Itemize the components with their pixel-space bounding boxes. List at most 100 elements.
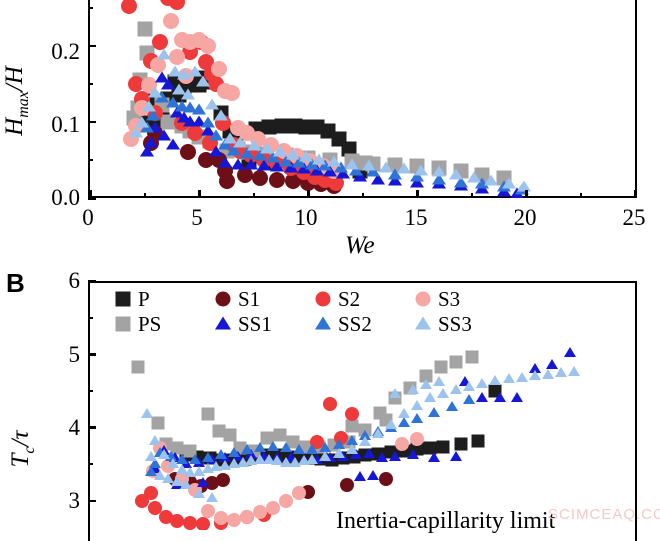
data-point-S3 (223, 84, 240, 101)
data-point-SS2 (318, 159, 333, 171)
data-point-SS3 (227, 458, 240, 469)
data-point-SS2 (332, 439, 345, 450)
data-point-SS3 (135, 116, 150, 128)
data-point-SS3 (449, 168, 464, 180)
data-point-SS3 (285, 148, 300, 160)
data-point-SS2 (239, 147, 254, 159)
data-point-SS1 (388, 174, 403, 186)
legend-symbol-SS2 (312, 312, 338, 337)
data-point-SS3 (162, 472, 175, 483)
data-point-SS2 (453, 176, 468, 188)
panel-b-letter: B (6, 268, 25, 298)
data-point-SS3 (419, 379, 432, 390)
data-point-SS3 (450, 383, 463, 394)
data-point-SS3 (175, 464, 188, 475)
data-point-S3 (162, 13, 179, 30)
panel-b: B 6 5 4 3 Tc/τ P S1 S2 S3 PS SS1 SS2 SS3 Inerti… (0, 265, 660, 541)
panel-a-ytick-minor (88, 82, 93, 85)
legend-marker-triangle-icon (415, 316, 431, 330)
data-point-S2 (144, 486, 159, 501)
panel-b-ytick-minor (88, 463, 93, 466)
data-point-S1 (340, 477, 355, 492)
panel-b-frame (88, 281, 637, 541)
data-point-SS3 (233, 136, 248, 148)
data-point-SS2 (358, 430, 371, 441)
data-point-SS3 (332, 448, 345, 458)
legend-marker-circle-icon (215, 291, 231, 307)
panel-b-ytick-mark (88, 353, 96, 356)
data-point-SS2 (397, 417, 410, 428)
data-point-SS1 (546, 358, 559, 369)
data-point-SS2 (209, 129, 224, 141)
data-point-SS3 (193, 465, 205, 476)
data-point-SS3 (172, 83, 187, 95)
data-point-SS1 (144, 136, 159, 148)
data-point-SS2 (201, 452, 214, 463)
data-point-SS1 (354, 471, 367, 482)
data-point-SS3 (181, 88, 196, 100)
data-point-S3 (292, 486, 307, 501)
panel-a-xtick-minor (361, 193, 364, 198)
data-point-SS1 (139, 145, 154, 157)
data-point-SS2 (145, 465, 158, 476)
panel-a-xtick-4: 20 (513, 205, 537, 230)
data-point-SS3 (476, 377, 489, 388)
legend-symbol-SS1 (212, 312, 238, 337)
panel-a-x-axis-title: We (345, 232, 375, 259)
data-point-SS2 (226, 144, 241, 156)
data-point-S2 (159, 509, 174, 524)
data-point-S3 (279, 493, 294, 508)
data-point-SS1 (349, 449, 362, 460)
data-point-SS1 (322, 165, 337, 177)
data-point-SS3 (379, 161, 394, 173)
legend-symbol-S3 (412, 287, 438, 312)
data-point-S1 (236, 167, 253, 184)
data-point-SS3 (432, 376, 445, 387)
data-point-SS3 (389, 387, 402, 398)
data-point-SS2 (333, 161, 348, 173)
data-point-SS2 (292, 156, 307, 168)
data-point-S1 (252, 170, 269, 187)
data-point-S1 (269, 171, 286, 188)
legend-marker-triangle-icon (315, 316, 331, 330)
data-point-SS1 (245, 449, 258, 460)
data-point-S3 (253, 505, 268, 520)
data-point-SS2 (165, 96, 180, 108)
data-point-PS (273, 428, 287, 442)
data-point-SS1 (209, 145, 224, 157)
data-point-SS2 (164, 450, 177, 461)
data-point-SS3 (288, 456, 301, 467)
data-point-P (436, 440, 450, 453)
panel-b-ytick-mark (88, 426, 96, 429)
panel-b-ytick-mark (88, 280, 96, 283)
panel-a-y-axis-title-sub: max (15, 91, 32, 118)
data-point-SS3 (187, 65, 202, 77)
panel-a-plot-area (90, 0, 635, 198)
panel-a-ytick-0: 0.0 (51, 185, 80, 210)
legend-symbol-S2 (312, 287, 338, 312)
data-point-S3 (210, 60, 227, 77)
legend-marker-square-icon (115, 316, 131, 332)
data-point-S1 (215, 473, 230, 488)
data-point-S2 (186, 124, 203, 141)
watermark: SCIMCEAQ.COM (548, 506, 660, 523)
data-point-SS1 (161, 78, 176, 90)
data-point-SS2 (218, 138, 233, 150)
data-point-SS3 (298, 150, 313, 162)
data-point-SS2 (200, 116, 215, 128)
data-point-S1 (180, 144, 197, 161)
data-point-SS1 (283, 161, 298, 173)
data-point-PS (160, 114, 176, 130)
data-point-SS3 (397, 408, 410, 419)
data-point-SS2 (188, 453, 201, 464)
data-point-SS2 (254, 442, 267, 453)
data-point-SS3 (541, 368, 554, 379)
panel-b-ytick-minor (88, 316, 93, 319)
data-point-SS2 (280, 442, 293, 453)
panel-a-xtick-mark (634, 190, 637, 198)
legend-label-SS3: SS3 (438, 312, 472, 336)
data-point-SS3 (128, 126, 143, 138)
data-point-SS3 (246, 139, 261, 151)
data-point-SS2 (463, 393, 476, 404)
data-point-SS1 (157, 129, 172, 141)
